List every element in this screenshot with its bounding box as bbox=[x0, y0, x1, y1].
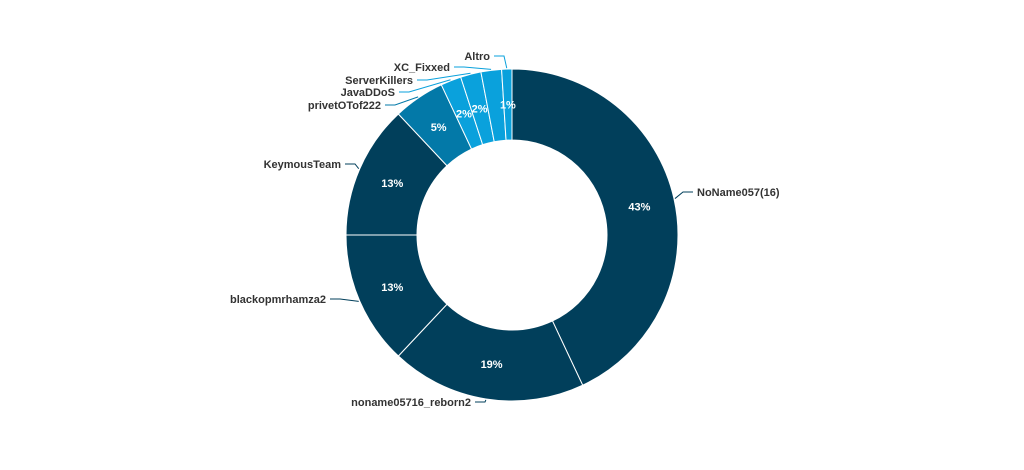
slice-label-noname05716-reborn2: noname05716_reborn2 bbox=[351, 397, 471, 409]
leader-line-altro bbox=[494, 55, 508, 69]
pct-label-javaddos: 2% bbox=[456, 109, 472, 121]
pct-label-noname05716-reborn2: 19% bbox=[481, 359, 503, 371]
slice-labels: NoName057(16) noname05716_reborn2 blackopm… bbox=[230, 51, 780, 409]
slice-label-keymousteam: KeymousTeam bbox=[264, 159, 342, 171]
slice-altro[interactable] bbox=[501, 68, 513, 141]
slice-noname057-16[interactable] bbox=[511, 68, 679, 386]
slices-layer bbox=[345, 68, 679, 402]
pct-label-serverkillers: 2% bbox=[472, 104, 488, 116]
leader-line-noname057-16 bbox=[674, 191, 693, 199]
leader-line-serverkillers bbox=[417, 72, 471, 81]
slice-label-blackopmrhamza2: blackopmrhamza2 bbox=[230, 294, 326, 306]
slice-label-noname057-16: NoName057(16) bbox=[697, 187, 780, 199]
pct-label-altro: 1% bbox=[500, 100, 516, 112]
leader-line-blackopmrhamza2 bbox=[330, 298, 359, 302]
leader-line-noname05716-reborn2 bbox=[475, 399, 487, 403]
percentage-labels: 43% 19% 13% 13% 5% 2% 2% 1% bbox=[381, 100, 650, 371]
leader-lines bbox=[330, 55, 693, 403]
leader-line-privetotof222 bbox=[385, 96, 419, 106]
leader-line-xc-fixxed bbox=[454, 66, 492, 70]
slice-label-altro: Altro bbox=[464, 51, 490, 63]
slice-label-serverkillers: ServerKillers bbox=[345, 75, 413, 87]
pct-label-blackopmrhamza2: 13% bbox=[381, 282, 403, 294]
pct-label-noname057-16: 43% bbox=[628, 202, 650, 214]
slice-label-privetotof222: privetOTof222 bbox=[308, 100, 381, 112]
slice-label-xc-fixxed: XC_Fixxed bbox=[394, 62, 450, 74]
pct-label-privetotof222: 5% bbox=[431, 122, 447, 134]
slice-label-javaddos: JavaDDoS bbox=[341, 87, 395, 99]
leader-line-javaddos bbox=[399, 79, 451, 93]
pct-label-keymousteam: 13% bbox=[381, 178, 403, 190]
slice-noname05716-reborn2[interactable] bbox=[397, 303, 584, 402]
leader-line-keymousteam bbox=[345, 163, 360, 169]
